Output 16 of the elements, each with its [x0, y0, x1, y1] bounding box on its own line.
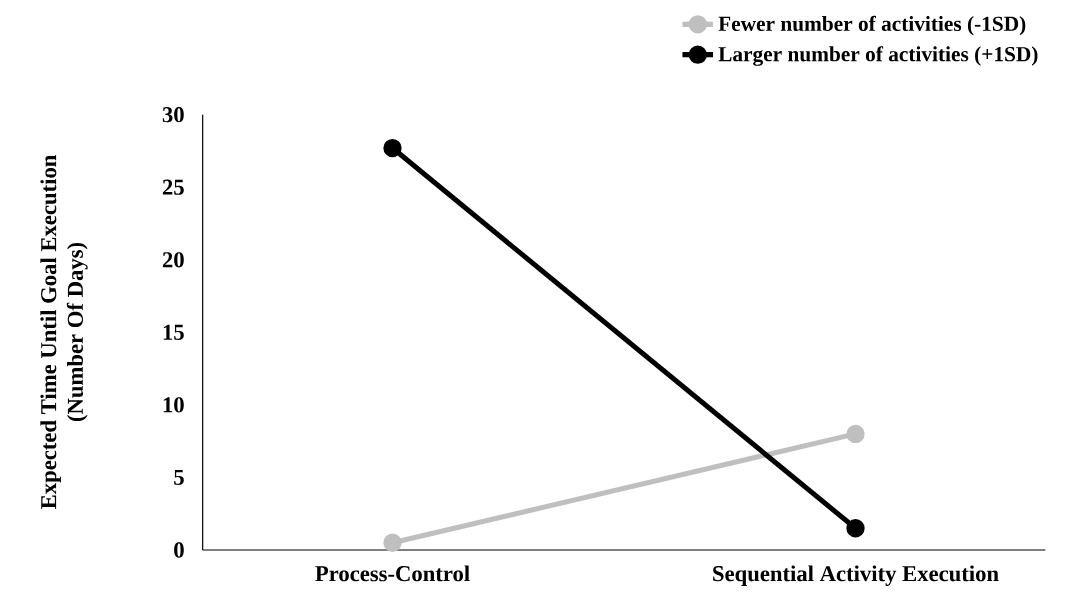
y-tick-label: 0 [174, 542, 184, 558]
y-tick-label: 20 [162, 252, 184, 268]
point [383, 533, 402, 552]
y-tick-label: 25 [162, 179, 184, 195]
y-tick-label: 30 [162, 107, 184, 123]
x-tick-label: Sequential Activity Execution [713, 565, 999, 586]
point [846, 424, 865, 444]
y-tick-label: 10 [163, 397, 184, 413]
point [846, 519, 865, 538]
legend-label: Larger number of activities (+1SD) [718, 46, 1038, 66]
point [383, 138, 402, 158]
x-tick-label: Process-Control [315, 565, 470, 582]
y-axis-title: Expected Time Until Goal Execution (Number Of Days) [40, 155, 88, 509]
y-tick-label: 5 [174, 469, 184, 485]
legend-label: Fewer number of activities (-1SD) [718, 15, 1026, 36]
y-tick-label: 15 [163, 324, 184, 340]
